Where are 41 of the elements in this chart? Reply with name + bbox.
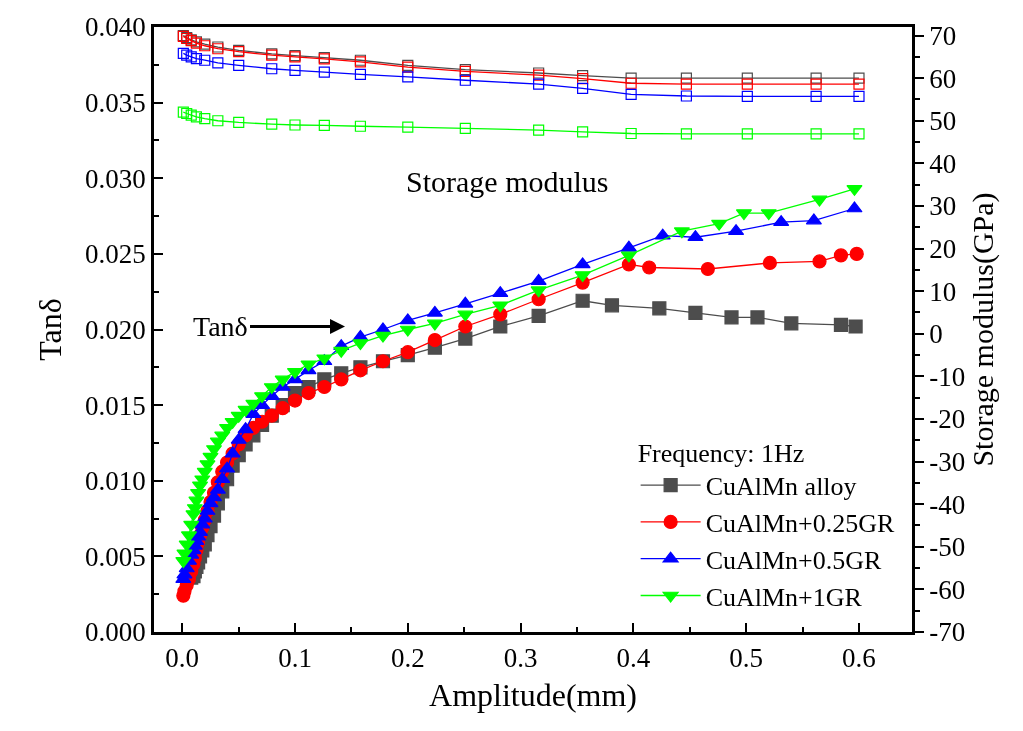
annotation: Storage modulus	[406, 165, 609, 198]
y2-tick-label: 10	[929, 276, 957, 307]
y2-axis-title: Storage modulus(GPa)	[965, 192, 1000, 467]
y2-tick-label: 30	[929, 191, 957, 222]
legend-title: Frequency: 1Hz	[637, 438, 805, 468]
y2-tick-label: -60	[929, 574, 966, 605]
legend-label: CuAlMn+0.25GR	[705, 509, 896, 539]
x-tick-label: 0.0	[165, 643, 200, 674]
x-tick-label: 0.2	[390, 643, 425, 674]
y2-tick-label: -50	[929, 532, 966, 563]
y2-tick-label: -20	[929, 404, 966, 435]
y2-tick-label: 50	[929, 106, 957, 137]
x-tick-label: 0.6	[842, 643, 876, 674]
legend-label: CuAlMn+1GR	[705, 582, 863, 612]
y-tick-label: 0.005	[85, 541, 146, 572]
y2-tick-label: -70	[929, 617, 966, 648]
y-tick-label: 0.035	[85, 88, 146, 119]
y-tick-label: 0.025	[85, 239, 146, 270]
y-tick-label: 0.040	[85, 12, 146, 43]
y2-tick-label: -40	[929, 489, 966, 520]
legend-label: CuAlMn alloy	[705, 472, 857, 502]
y2-tick-label: 40	[929, 148, 957, 179]
y2-tick-label: 0	[929, 319, 943, 350]
y-tick-label: 0.010	[85, 466, 146, 497]
x-axis-title: Amplitude(mm)	[429, 677, 637, 714]
y-tick-label: 0.000	[85, 617, 146, 648]
y-tick-label: 0.020	[85, 314, 146, 345]
y-tick-label: 0.015	[85, 390, 146, 421]
x-tick-label: 0.3	[503, 643, 538, 674]
x-tick-label: 0.4	[616, 643, 651, 674]
y2-tick-label: 70	[929, 20, 957, 51]
y2-tick-label: -10	[929, 361, 966, 392]
annotation: Tanδ	[193, 311, 248, 342]
y-axis-title: Tanδ	[32, 298, 69, 361]
x-tick-label: 0.1	[278, 643, 312, 674]
y2-tick-label: 60	[929, 63, 957, 94]
legend-label: CuAlMn+0.5GR	[705, 545, 883, 575]
y2-tick-label: 20	[929, 234, 957, 264]
y2-tick-label: -30	[929, 447, 966, 478]
x-tick-label: 0.5	[729, 643, 764, 674]
y-tick-label: 0.030	[85, 163, 146, 194]
